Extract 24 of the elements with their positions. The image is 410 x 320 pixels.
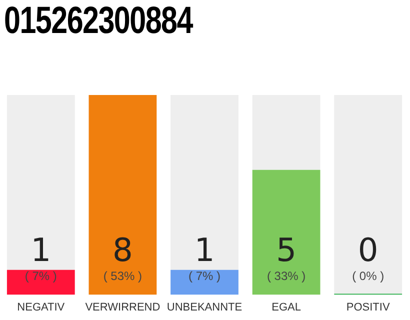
annotation: ( 33% ) [266,268,306,283]
bar [252,170,320,295]
x-tick-label: UNBEKANNTE [166,301,242,314]
data-label: 8 [112,230,133,269]
bar [334,95,402,294]
data-label: 1 [30,230,52,269]
data-label: 0 [358,230,378,269]
annotation: ( 0% ) [352,268,384,283]
chart-title: 015262300884 [4,0,192,43]
annotation: ( 7% ) [188,268,221,283]
x-tick-label: EGAL [272,301,301,314]
annotation: ( 7% ) [24,268,57,283]
bar [170,270,238,295]
bar [252,95,320,170]
x-tick-label: POSITIV [346,301,390,314]
bar [6,95,75,270]
data-label: 5 [276,230,296,269]
bar [6,270,75,295]
bar [88,95,157,295]
x-tick-label: VERWIRREND [85,301,160,314]
bar [170,95,238,270]
annotation: ( 53% ) [103,268,142,283]
data-label: 1 [194,230,215,269]
x-tick-label: NEGATIV [17,301,66,314]
